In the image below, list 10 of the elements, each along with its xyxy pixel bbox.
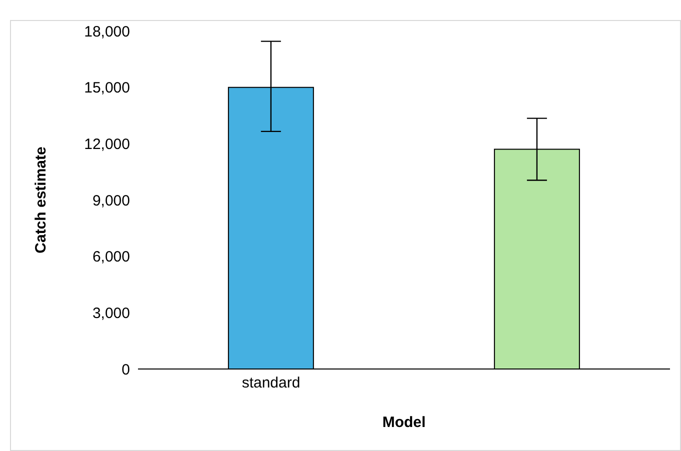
x-axis-title: Model: [382, 414, 426, 431]
y-tick-label: 15,000: [84, 80, 130, 97]
y-tick-label: 12,000: [84, 136, 130, 153]
y-tick-label: 3,000: [92, 304, 130, 322]
y-tick-label: 9,000: [92, 192, 130, 210]
y-tick-label: 6,000: [92, 248, 130, 266]
x-tick-label: standard: [242, 374, 300, 392]
y-tick-label: 18,000: [84, 23, 130, 40]
y-tick-label: 0: [122, 361, 130, 378]
y-axis-title: Catch estimate: [32, 146, 50, 254]
